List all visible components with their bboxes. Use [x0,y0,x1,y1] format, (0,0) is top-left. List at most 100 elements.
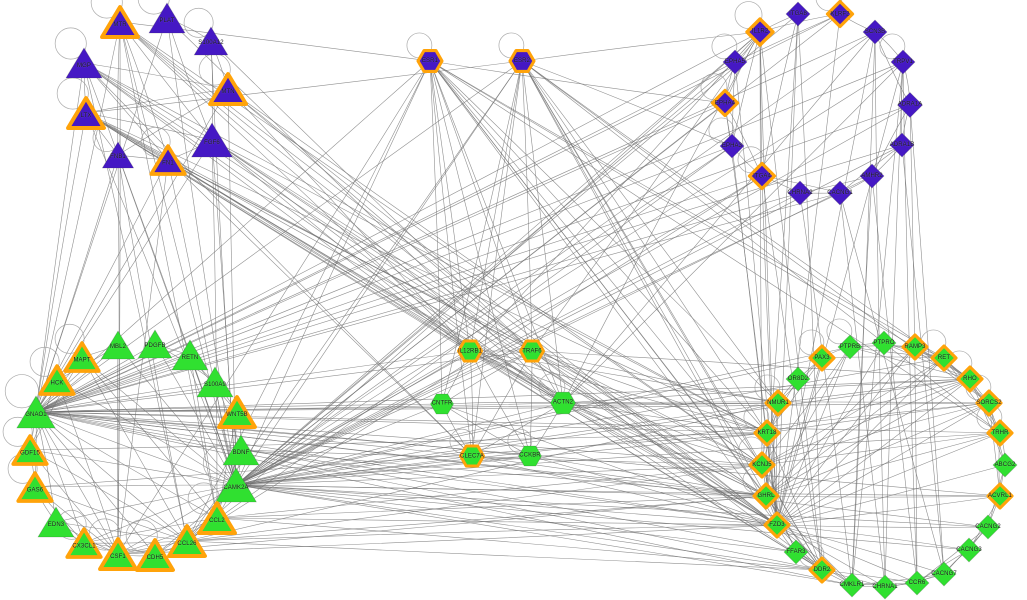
graph-node-il12rb1[interactable]: IL12RB1 [454,335,487,368]
diamond-icon [871,330,897,356]
triangle-icon [149,144,187,176]
graph-node-ltx[interactable]: LTX [65,92,107,134]
diamond-icon [897,92,923,118]
graph-node-cdh5[interactable]: CDH5 [134,534,176,576]
diamond-icon [783,539,809,565]
diamond-icon [901,333,929,361]
triangle-icon [197,501,237,535]
graph-node-gas6[interactable]: GAS6 [15,467,54,506]
graph-node-esr1[interactable]: ESR1 [413,44,447,78]
graph-node-itga4[interactable]: ITGA4 [744,158,780,194]
hexagon-icon [518,445,542,467]
graph-node-fn1[interactable]: FN1 [148,140,187,179]
graph-node-clec7a[interactable]: CLEC7A [456,440,489,473]
diamond-icon [763,511,791,539]
graph-node-ptprb[interactable]: PTPRB [835,332,865,362]
graph-node-cacng1[interactable]: CACNG1 [825,178,855,208]
graph-node-acvrl1[interactable]: ACVRL1 [983,479,1017,513]
hexagon-icon [457,339,483,363]
triangle-icon [38,364,76,396]
graph-node-trhr[interactable]: TRHR [983,416,1017,450]
triangle-icon [98,537,138,571]
graph-node-ptpro[interactable]: PTPRO [869,328,899,358]
triangle-icon [222,434,260,466]
hexagon-icon [459,444,485,468]
graph-node-fgf6[interactable]: FGF6 [191,120,233,160]
graph-node-cntfr[interactable]: CNTFR [428,390,457,419]
graph-node-actn2[interactable]: ACTN2 [548,388,579,419]
graph-node-csf1[interactable]: CSF1 [97,533,139,575]
graph-node-wnt5b[interactable]: WNT5B [216,391,258,433]
triangle-icon [37,506,75,538]
graph-node-amhr2[interactable]: AMHR2 [857,161,887,191]
triangle-icon [100,5,140,39]
graph-node-mtr[interactable]: MTR [99,1,141,43]
triangle-icon [100,330,136,360]
diamond-icon [752,482,780,510]
graph-node-epha4[interactable]: EPHA4 [707,85,743,121]
diamond-icon [764,389,792,417]
graph-node-traf6[interactable]: TRAF6 [516,335,549,368]
diamond-icon [837,334,863,360]
diamond-icon [930,344,958,372]
diamond-icon [787,180,813,206]
diamond-icon [839,572,865,598]
graph-node-pdgfb[interactable]: PDGFB [137,327,173,361]
diamond-icon [986,419,1014,447]
graph-node-cmklr1[interactable]: CMKLR1 [837,570,867,600]
hexagon-icon [416,49,444,73]
graph-node-fnb1[interactable]: FNB1 [102,139,134,171]
graph-node-il1r2[interactable]: IL1R2 [742,14,779,51]
triangle-icon [11,434,49,466]
triangle-icon [217,395,257,429]
diamond-icon [904,570,930,596]
triangle-icon [63,341,101,373]
graph-node-cacng7[interactable]: CACNG7 [929,559,959,589]
graph-node-epha5[interactable]: EPHA5 [720,47,750,77]
triangle-icon [193,26,229,56]
graph-node-cckbr[interactable]: CCKBR [516,442,545,471]
graph-node-adra1a[interactable]: ADRA1A [895,90,926,121]
graph-node-mgp[interactable]: MGP [65,45,103,81]
graph-node-abcg2[interactable]: ABCG2 [990,450,1020,480]
graph-node-krt18[interactable]: KRT18 [750,416,784,450]
graph-node-klrf2[interactable]: KLRF2 [822,0,858,32]
graph-node-chrna2[interactable]: CHRNA2 [785,178,815,208]
hexagon-icon [430,393,454,415]
graph-node-kcnj5[interactable]: KCNJ5 [745,448,779,482]
diamond-icon [986,482,1014,510]
diamond-icon [956,365,984,393]
diamond-icon [872,574,898,600]
triangle-icon [148,2,186,34]
graph-node-mbl2[interactable]: MBL2 [100,328,136,362]
graph-node-gnao1[interactable]: GNAO1 [16,393,56,431]
triangle-icon [208,72,248,106]
graph-node-adra1b[interactable]: ADRA1B [887,130,917,160]
graph-node-esr2[interactable]: ESR2 [505,44,539,78]
diamond-icon [859,163,885,189]
graph-node-itga8[interactable]: ITGA8 [783,0,813,29]
graph-node-epha3[interactable]: EPHA3 [717,131,747,161]
graph-node-scn3b[interactable]: SCN3B [860,17,890,47]
diamond-icon [745,17,775,47]
diamond-icon [808,556,836,584]
diamond-icon [747,161,777,191]
triangle-icon [135,538,175,572]
graph-node-gdf15[interactable]: GDF15 [10,430,49,469]
triangle-icon [16,471,54,503]
diamond-icon [785,1,811,27]
triangle-icon [65,527,103,559]
triangle-icon [196,366,234,398]
graph-node-plat[interactable]: PLAT [148,0,186,36]
diamond-icon [808,344,836,372]
graph-node-s100a12[interactable]: S100A12 [193,24,229,58]
graph-node-mtn[interactable]: MTN [207,68,249,110]
graph-node-bdnf[interactable]: BDNF [222,432,260,468]
graph-node-ccr6[interactable]: CCR6 [902,568,932,598]
graph-node-trpv1[interactable]: TRPV1 [888,47,918,77]
graph-node-ddr2[interactable]: DDR2 [805,553,839,587]
graph-node-chrna1[interactable]: CHRNA1 [870,572,900,600]
